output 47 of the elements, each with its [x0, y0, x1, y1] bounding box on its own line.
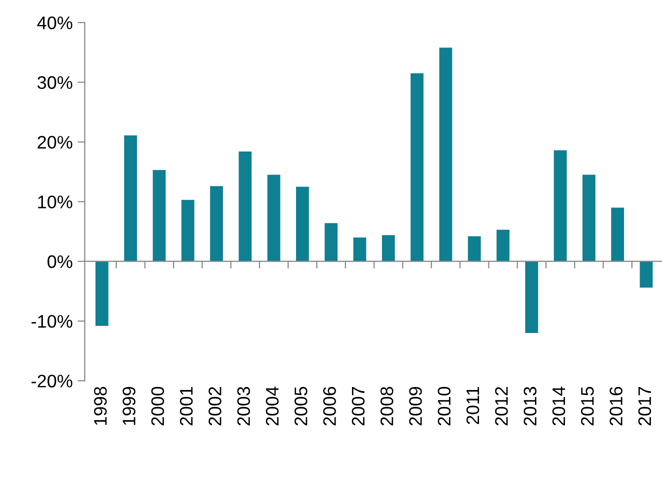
- y-tick-label: 40%: [37, 16, 72, 30]
- x-tick-label: 2007: [352, 387, 365, 426]
- bar: [410, 73, 424, 262]
- bar: [439, 48, 452, 262]
- y-tick-label: 30%: [37, 76, 72, 89]
- bar: [525, 261, 538, 333]
- bar: [152, 170, 166, 262]
- x-tick-label: 2000: [151, 386, 164, 426]
- x-tick-label: 2016: [610, 386, 622, 426]
- bar: [582, 174, 596, 262]
- bar: [210, 186, 223, 262]
- bar: [382, 235, 395, 262]
- x-tick-label: 2014: [552, 386, 566, 426]
- y-tick-label: 10%: [38, 196, 72, 208]
- bar: [296, 186, 309, 262]
- bar: [468, 236, 481, 262]
- x-tick-label: 2002: [208, 387, 222, 426]
- x-tick-label: 2013: [524, 386, 536, 426]
- x-tick-label: 2015: [581, 386, 594, 426]
- x-tick-label: 2011: [466, 387, 480, 424]
- x-tick-label: 2012: [495, 387, 508, 426]
- bar: [238, 152, 252, 262]
- x-tick-label: 2001: [180, 387, 193, 426]
- bar: [554, 150, 567, 262]
- bar: [181, 200, 194, 262]
- x-tick-label: 2003: [237, 386, 250, 426]
- bar: [95, 261, 108, 326]
- x-tick-label: 2010: [438, 386, 451, 426]
- bar: [353, 237, 366, 262]
- bar: [324, 223, 338, 262]
- y-tick-label: 0%: [48, 255, 72, 268]
- x-tick-label: 2005: [294, 386, 308, 426]
- x-tick-label: 1998: [94, 386, 107, 425]
- bar: [496, 230, 510, 262]
- x-tick-label: 2017: [638, 387, 652, 426]
- x-tick-label: 2004: [266, 386, 279, 426]
- bar: [611, 208, 624, 262]
- bar: [124, 135, 138, 262]
- x-tick-label: 2008: [380, 386, 394, 426]
- x-tick-label: 1999: [122, 386, 136, 425]
- y-tick-label: 20%: [38, 136, 72, 149]
- y-tick-label: -10%: [32, 314, 72, 328]
- x-tick-label: 2006: [323, 386, 336, 426]
- bar: [267, 174, 280, 262]
- x-tick-label: 2009: [409, 386, 422, 426]
- y-tick-label: -20%: [32, 374, 72, 388]
- bar: [640, 261, 653, 288]
